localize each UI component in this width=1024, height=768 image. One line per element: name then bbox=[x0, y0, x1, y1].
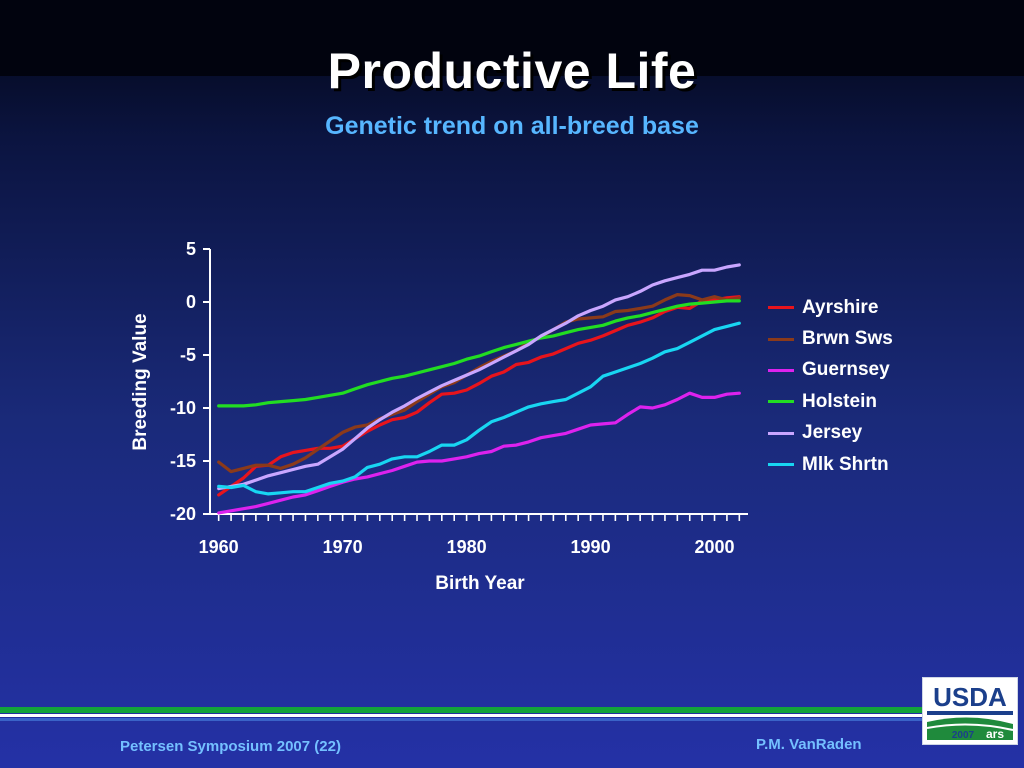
legend-swatch bbox=[768, 400, 794, 404]
footer-author: P.M. VanRaden bbox=[756, 736, 862, 753]
y-tick-label: -20 bbox=[170, 504, 196, 524]
aipl-mark-icon: ars bbox=[986, 727, 1004, 741]
usda-logo: USDA 2007 ars bbox=[922, 677, 1018, 745]
chart-legend: Ayrshire Brwn Sws Guernsey Holstein Jersey Ml… bbox=[768, 292, 893, 480]
slide-subtitle: Genetic trend on all-breed base bbox=[325, 112, 699, 140]
series-line-holstein bbox=[217, 299, 741, 408]
series-line-jersey bbox=[217, 263, 741, 491]
y-tick-label: -10 bbox=[170, 398, 196, 418]
x-axis-label: Birth Year bbox=[435, 573, 525, 594]
footer-rule-green bbox=[0, 707, 922, 713]
series-line-brwn-sws bbox=[217, 293, 741, 474]
x-tick-label: 2000 bbox=[695, 537, 735, 557]
series-line-ayrshire bbox=[217, 295, 741, 497]
legend-swatch bbox=[768, 337, 794, 341]
x-tick-label: 1960 bbox=[199, 537, 239, 557]
x-tick-label: 1980 bbox=[447, 537, 487, 557]
chart-series bbox=[217, 263, 741, 515]
legend-item-ayrshire: Ayrshire bbox=[768, 292, 893, 323]
legend-item-guernsey: Guernsey bbox=[768, 355, 893, 386]
y-tick-label: 0 bbox=[186, 292, 196, 312]
legend-item-brwn-sws: Brwn Sws bbox=[768, 323, 893, 354]
legend-item-mlk-shrtn: Mlk Shrtn bbox=[768, 449, 893, 480]
usda-logo-year: 2007 bbox=[952, 730, 975, 741]
legend-item-holstein: Holstein bbox=[768, 386, 893, 417]
usda-logo-text: USDA bbox=[933, 682, 1007, 712]
y-axis-label: Breeding Value bbox=[130, 313, 151, 450]
legend-swatch bbox=[768, 463, 794, 467]
legend-swatch bbox=[768, 431, 794, 435]
x-tick-label: 1970 bbox=[323, 537, 363, 557]
y-tick-label: 5 bbox=[186, 239, 196, 259]
slide-title: Productive Life bbox=[327, 43, 697, 99]
legend-label: Ayrshire bbox=[802, 296, 879, 318]
x-tick-label: 1990 bbox=[571, 537, 611, 557]
y-tick-label: -5 bbox=[180, 345, 196, 365]
footer-rule-blue bbox=[0, 718, 922, 721]
title-band bbox=[0, 0, 1024, 76]
legend-label: Holstein bbox=[802, 390, 877, 412]
footer-rule-white bbox=[0, 714, 922, 717]
y-tick-label: -15 bbox=[170, 451, 196, 471]
series-line-guernsey bbox=[217, 391, 741, 515]
series-line-mlk-shrtn bbox=[217, 321, 741, 496]
legend-label: Mlk Shrtn bbox=[802, 453, 889, 475]
footer-event: Petersen Symposium 2007 (22) bbox=[120, 738, 341, 755]
usda-logo-graphic: USDA 2007 ars bbox=[926, 682, 1014, 741]
legend-swatch bbox=[768, 306, 794, 310]
legend-label: Jersey bbox=[802, 422, 863, 444]
legend-item-jersey: Jersey bbox=[768, 418, 893, 449]
legend-swatch bbox=[768, 368, 794, 372]
legend-label: Brwn Sws bbox=[802, 328, 893, 350]
legend-label: Guernsey bbox=[802, 359, 890, 381]
